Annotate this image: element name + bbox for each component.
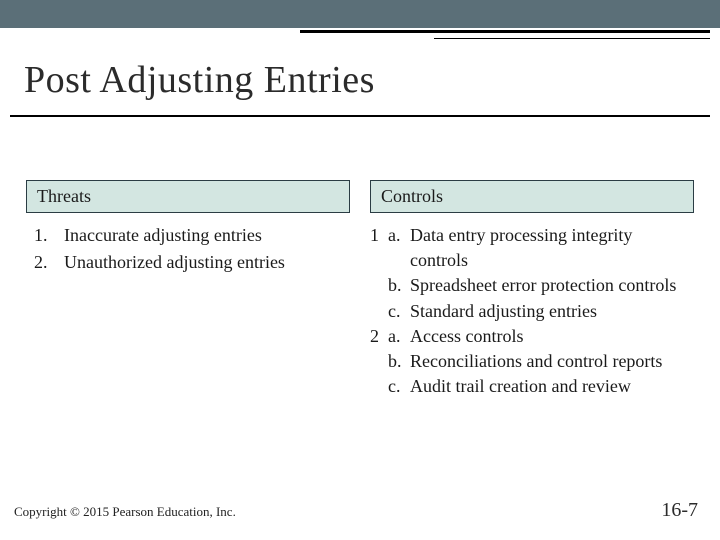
controls-item-text: Standard adjusting entries bbox=[410, 299, 686, 324]
decor-rule-thin bbox=[434, 38, 710, 39]
controls-item: a. Data entry processing integrity contr… bbox=[388, 223, 686, 273]
controls-item-text: Data entry processing integrity controls bbox=[410, 223, 686, 273]
controls-body: 1 a. Data entry processing integrity con… bbox=[370, 223, 694, 399]
controls-item-letter: c. bbox=[388, 374, 410, 399]
threats-column: Threats Inaccurate adjusting entries Una… bbox=[26, 180, 350, 399]
controls-item-letter: b. bbox=[388, 349, 410, 374]
controls-column: Controls 1 a. Data entry processing inte… bbox=[370, 180, 694, 399]
controls-item-text: Reconciliations and control reports bbox=[410, 349, 686, 374]
controls-item-text: Audit trail creation and review bbox=[410, 374, 686, 399]
controls-group-items: a. Data entry processing integrity contr… bbox=[388, 223, 686, 324]
controls-group-number: 2 bbox=[370, 324, 388, 400]
controls-item-letter: a. bbox=[388, 324, 410, 349]
controls-item: a. Access controls bbox=[388, 324, 686, 349]
threats-header: Threats bbox=[26, 180, 350, 213]
controls-group: 2 a. Access controls b. Reconciliations … bbox=[370, 324, 686, 400]
slide: Post Adjusting Entries Threats Inaccurat… bbox=[0, 0, 720, 540]
controls-item: b. Reconciliations and control reports bbox=[388, 349, 686, 374]
controls-item-letter: b. bbox=[388, 273, 410, 298]
slide-number: 16-7 bbox=[661, 499, 698, 522]
threats-list: Inaccurate adjusting entries Unauthorize… bbox=[26, 223, 350, 275]
threat-item: Inaccurate adjusting entries bbox=[34, 223, 342, 248]
title-underline bbox=[10, 115, 710, 117]
controls-header: Controls bbox=[370, 180, 694, 213]
threat-text: Unauthorized adjusting entries bbox=[64, 250, 285, 275]
copyright: Copyright © 2015 Pearson Education, Inc. bbox=[14, 504, 236, 520]
controls-item: b. Spreadsheet error protection controls bbox=[388, 273, 686, 298]
decor-rule-thick bbox=[300, 30, 710, 33]
controls-group-number: 1 bbox=[370, 223, 388, 324]
controls-item-letter: c. bbox=[388, 299, 410, 324]
controls-item-letter: a. bbox=[388, 223, 410, 273]
controls-group-items: a. Access controls b. Reconciliations an… bbox=[388, 324, 686, 400]
threat-item: Unauthorized adjusting entries bbox=[34, 250, 342, 275]
controls-item: c. Standard adjusting entries bbox=[388, 299, 686, 324]
controls-group: 1 a. Data entry processing integrity con… bbox=[370, 223, 686, 324]
content-columns: Threats Inaccurate adjusting entries Una… bbox=[26, 180, 694, 399]
controls-item-text: Spreadsheet error protection controls bbox=[410, 273, 686, 298]
controls-item-text: Access controls bbox=[410, 324, 686, 349]
page-title: Post Adjusting Entries bbox=[24, 58, 375, 102]
threat-text: Inaccurate adjusting entries bbox=[64, 223, 262, 248]
top-band bbox=[0, 0, 720, 28]
controls-item: c. Audit trail creation and review bbox=[388, 374, 686, 399]
